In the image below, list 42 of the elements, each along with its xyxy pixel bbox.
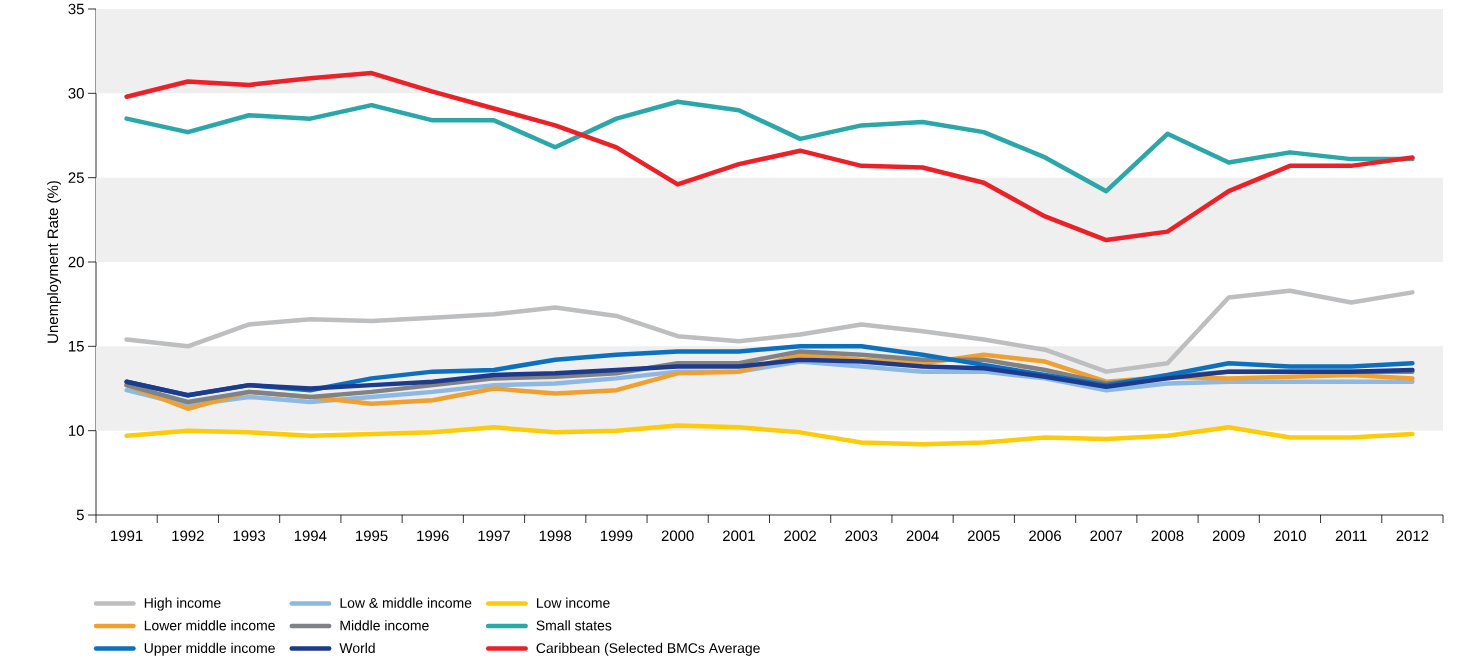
x-tick-label: 1993 xyxy=(233,530,266,542)
legend-label: Lower middle income xyxy=(144,620,275,631)
x-tick-label: 2010 xyxy=(1274,530,1306,542)
x-tick-label: 2007 xyxy=(1090,530,1123,542)
x-tick-label: 1992 xyxy=(172,530,204,542)
line-series xyxy=(124,288,1415,374)
x-tick-label: 1998 xyxy=(539,530,572,542)
legend-label: Caribbean (Selected BMCs Average xyxy=(536,642,760,656)
x-tick-label: 2012 xyxy=(1396,530,1429,542)
line-series xyxy=(124,70,1415,243)
y-tick-label: 10 xyxy=(69,425,84,436)
y-tick-label: 5 xyxy=(76,509,84,521)
x-tick-label: 2003 xyxy=(845,530,878,542)
y-tick-label: 20 xyxy=(68,256,84,268)
legend-label: Low & middle income xyxy=(340,597,472,608)
x-tick-label: 1995 xyxy=(356,530,388,542)
x-tick-label: 2008 xyxy=(1151,530,1184,542)
y-tick-label: 30 xyxy=(68,88,84,99)
x-tick-label: 2009 xyxy=(1212,530,1245,542)
legend-label: Low income xyxy=(537,597,610,608)
x-tick-label: 2001 xyxy=(723,530,755,542)
y-tick-label: 25 xyxy=(68,172,84,183)
x-tick-label: 2004 xyxy=(906,530,939,542)
y-tick-label: 15 xyxy=(69,341,84,352)
x-tick-label: 1994 xyxy=(294,530,327,542)
legend-label: World xyxy=(339,642,375,654)
legend-label: Upper middle income xyxy=(144,642,275,656)
x-tick-label: 2002 xyxy=(784,530,816,542)
x-tick-label: 1999 xyxy=(600,530,633,542)
line-series xyxy=(124,99,1415,194)
y-axis-title: Unemployment Rate (%) xyxy=(47,181,62,343)
x-tick-label: 2006 xyxy=(1029,530,1061,542)
x-tick-label: 1996 xyxy=(417,530,449,542)
x-tick-label: 1997 xyxy=(478,530,510,542)
legend-label: High income xyxy=(144,597,221,611)
legend-label: Small states xyxy=(536,620,612,631)
x-tick-label: 2000 xyxy=(661,530,694,542)
x-tick-label: 2005 xyxy=(967,530,1000,542)
y-tick-label: 35 xyxy=(68,3,84,15)
x-tick-label: 1991 xyxy=(111,530,143,542)
x-tick-label: 2011 xyxy=(1335,530,1367,542)
legend-label: Middle income xyxy=(340,620,429,631)
